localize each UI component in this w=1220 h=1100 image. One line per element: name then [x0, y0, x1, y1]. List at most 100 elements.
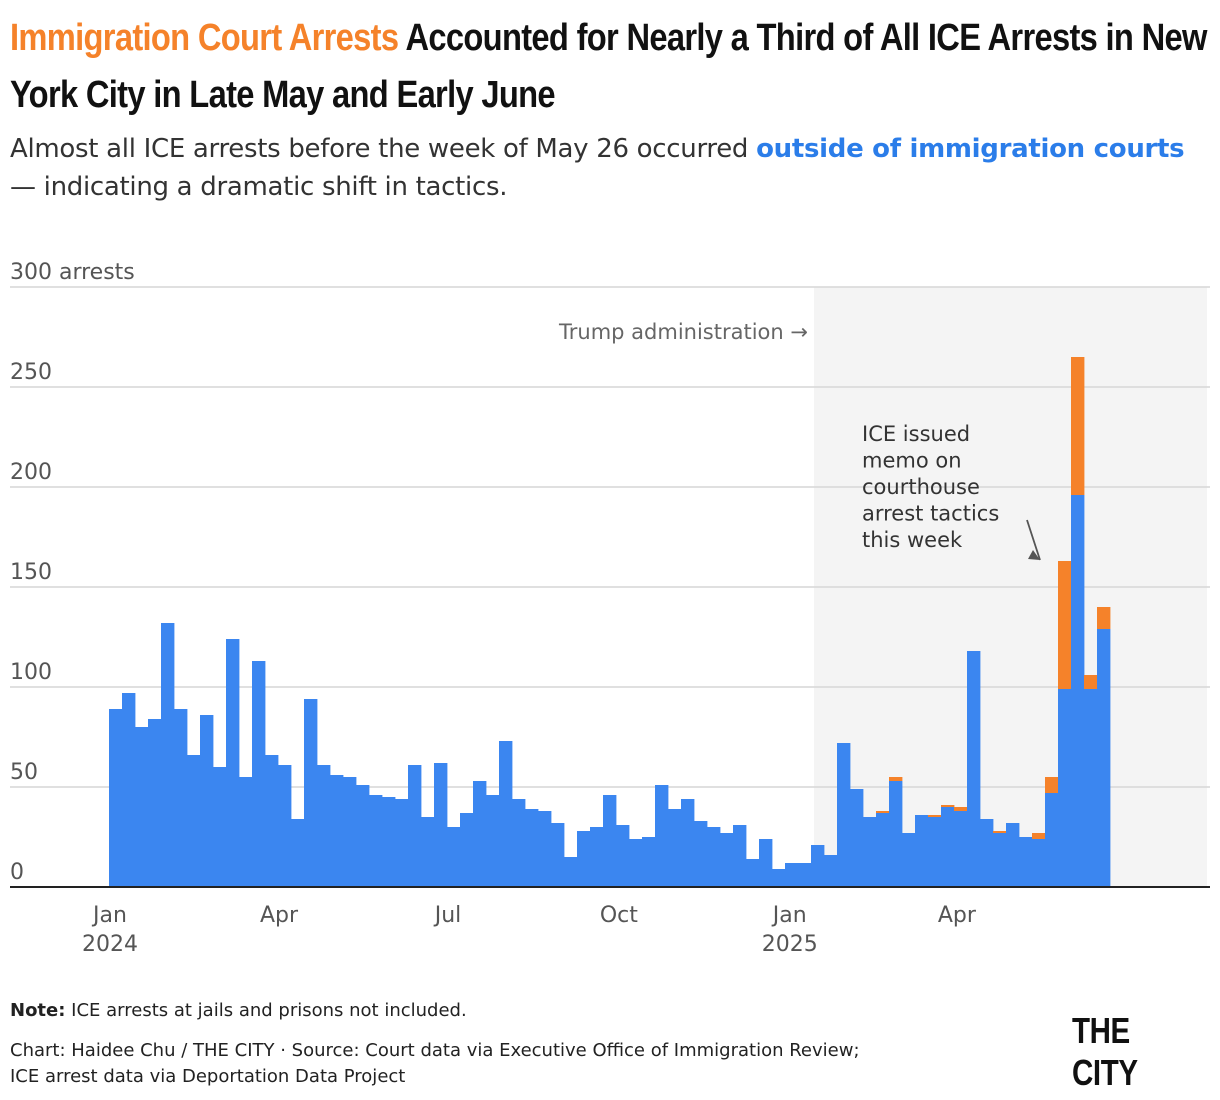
bar-outside-2025-01-06	[798, 863, 812, 887]
annotation-ice-memo-arrow-line	[1026, 519, 1041, 561]
annotation-ice-memo-line-3: courthouse	[862, 475, 980, 499]
annotation-ice-memo-arrowhead	[1028, 550, 1040, 560]
bar-outside-2024-04-15	[304, 699, 318, 887]
bar-outside-2024-09-30	[616, 825, 630, 887]
bar-outside-2024-06-17	[421, 817, 435, 887]
y-tick-label-100: 100	[10, 660, 52, 685]
bar-outside-2025-03-03	[902, 833, 916, 887]
y-tick-label-0: 0	[10, 860, 24, 885]
bar-outside-2024-03-25	[265, 755, 279, 887]
y-tick-label-300: 300 arrests	[10, 260, 135, 285]
annotation-ice-memo-line-2: memo on	[862, 449, 962, 473]
bar-outside-2024-04-01	[278, 765, 292, 887]
bar-court-2025-03-31	[954, 807, 968, 811]
axes: 0 50 100 150 200 250 300 arrests Jan 2024 Apr Jul O…	[10, 260, 1210, 957]
bar-outside-2024-10-14	[642, 837, 656, 887]
bar-outside-2025-04-07	[967, 651, 981, 887]
credit-line-1: Chart: Haidee Chu / THE CITY · Source: C…	[10, 1040, 860, 1061]
bar-outside-2024-09-09	[577, 831, 591, 887]
x-tick-sublabel-2025-01-01: 2025	[762, 932, 818, 957]
bar-outside-2024-08-12	[525, 809, 539, 887]
chart-subtitle: Almost all ICE arrests before the week o…	[10, 130, 1215, 206]
bar-outside-2025-03-31	[954, 811, 968, 887]
bar-outside-2025-01-20	[824, 855, 838, 887]
chart-title: Immigration Court Arrests Accounted for …	[10, 10, 1214, 124]
bar-outside-2024-12-16	[759, 839, 773, 887]
bar-outside-2025-05-05	[1019, 837, 1033, 887]
bar-outside-2024-07-01	[447, 827, 461, 887]
bar-outside-2024-10-21	[655, 785, 669, 887]
bar-court-2025-04-21	[993, 831, 1007, 833]
bar-court-2025-06-16	[1097, 607, 1111, 629]
bar-outside-2024-02-05	[174, 709, 188, 887]
title-rest: Accounted for Nearly a Third of All ICE …	[10, 17, 1207, 116]
bar-outside-2024-02-26	[213, 767, 227, 887]
bar-outside-2024-11-18	[707, 827, 721, 887]
bar-outside-2025-05-19	[1045, 793, 1059, 887]
note-label: Note:	[10, 1000, 66, 1021]
bar-outside-2024-01-22	[148, 719, 162, 887]
bar-court-2025-03-24	[941, 805, 955, 807]
bar-outside-2025-06-09	[1084, 689, 1098, 887]
bar-outside-2024-11-25	[720, 833, 734, 887]
bar-outside-2025-02-03	[850, 789, 864, 887]
bar-court-2025-02-24	[889, 777, 903, 781]
x-tick-sublabel-2024-01-01: 2024	[82, 932, 138, 957]
bar-outside-2024-05-06	[343, 777, 357, 887]
subtitle-before: Almost all ICE arrests before the week o…	[10, 134, 757, 164]
chart-note: Note: ICE arrests at jails and prisons n…	[10, 1000, 467, 1021]
bar-outside-2024-08-26	[551, 823, 565, 887]
annotation-trump-administration: Trump administration →	[558, 320, 808, 344]
bar-outside-2025-06-16	[1097, 629, 1111, 887]
bar-outside-2024-08-19	[538, 811, 552, 887]
bar-outside-2024-03-11	[239, 777, 253, 887]
bar-outside-2025-04-28	[1006, 823, 1020, 887]
bar-outside-2024-10-28	[668, 809, 682, 887]
bars	[109, 357, 1111, 887]
x-tick-label-2025-01-01: Jan	[771, 903, 807, 928]
bar-outside-2024-05-20	[369, 795, 383, 887]
bar-outside-2024-02-12	[187, 755, 201, 887]
bar-outside-2025-01-13	[811, 845, 825, 887]
annotation-ice-memo-line-4: arrest tactics	[862, 502, 999, 526]
bar-outside-2024-01-15	[135, 727, 149, 887]
bar-court-2025-02-17	[876, 811, 890, 813]
bar-court-2025-05-19	[1045, 777, 1059, 793]
bar-court-2025-05-12	[1032, 833, 1046, 839]
x-tick-label-2024-01-01: Jan	[91, 903, 127, 928]
bar-outside-2024-07-22	[486, 795, 500, 887]
bar-outside-2024-09-16	[590, 827, 604, 887]
bar-court-2025-06-09	[1084, 675, 1098, 689]
x-tick-label-2024-04-01: Apr	[260, 903, 299, 928]
chart-credit: Chart: Haidee Chu / THE CITY · Source: C…	[10, 1038, 1050, 1090]
y-tick-label-50: 50	[10, 760, 38, 785]
gridlines	[10, 286, 1210, 788]
bar-outside-2024-03-18	[252, 661, 266, 887]
bar-outside-2024-01-29	[161, 623, 175, 887]
bar-outside-2025-03-24	[941, 807, 955, 887]
bar-outside-2024-11-04	[681, 799, 695, 887]
bar-outside-2024-05-13	[356, 785, 370, 887]
bar-outside-2024-07-29	[499, 741, 513, 887]
bar-outside-2024-12-23	[772, 869, 786, 887]
bar-outside-2024-02-19	[200, 715, 214, 887]
bar-outside-2025-01-27	[837, 743, 851, 887]
bar-outside-2025-02-10	[863, 817, 877, 887]
bar-outside-2025-02-17	[876, 813, 890, 887]
note-text: ICE arrests at jails and prisons not inc…	[65, 1000, 467, 1021]
bar-court-2025-03-17	[928, 815, 942, 817]
y-tick-label-150: 150	[10, 560, 52, 585]
y-tick-label-250: 250	[10, 360, 52, 385]
bar-outside-2024-03-04	[226, 639, 240, 887]
bar-outside-2024-09-23	[603, 795, 617, 887]
bar-outside-2024-05-27	[382, 797, 396, 887]
credit-line-2: ICE arrest data via Deportation Data Pro…	[10, 1066, 406, 1087]
annotations: Trump administration → ICE issued memo onc…	[558, 320, 1041, 561]
bar-outside-2024-04-29	[330, 775, 344, 887]
bar-outside-2024-01-01	[109, 709, 123, 887]
bar-outside-2025-04-21	[993, 833, 1007, 887]
bar-outside-2024-11-11	[694, 821, 708, 887]
annotation-ice-memo-line-1: ICE issued	[862, 422, 970, 446]
bar-outside-2024-06-10	[408, 765, 422, 887]
bar-court-2025-05-26	[1058, 561, 1072, 689]
